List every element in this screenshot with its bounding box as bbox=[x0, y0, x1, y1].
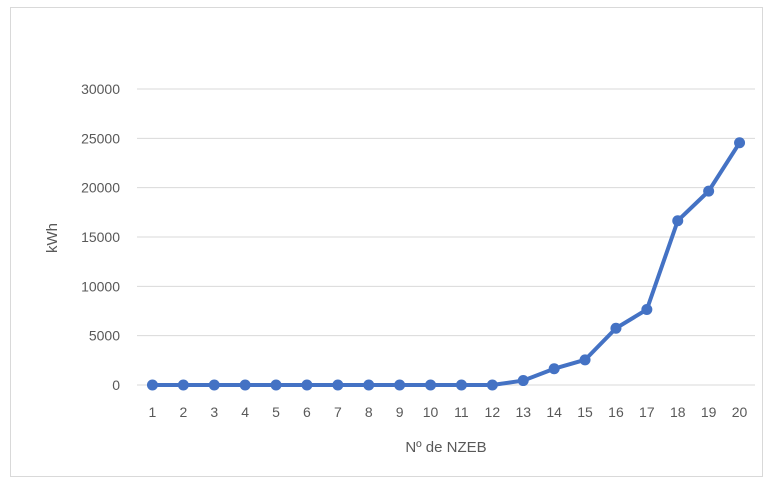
x-tick-label: 13 bbox=[515, 404, 531, 420]
y-axis-tick-labels: 0 5000 10000 15000 20000 25000 30000 bbox=[81, 81, 120, 393]
y-tick-label: 20000 bbox=[81, 180, 120, 196]
data-point bbox=[455, 379, 467, 391]
x-tick-label: 9 bbox=[396, 404, 404, 420]
data-point bbox=[301, 379, 313, 391]
data-point bbox=[734, 137, 746, 149]
data-point bbox=[703, 185, 715, 197]
x-tick-label: 19 bbox=[701, 404, 717, 420]
data-point bbox=[486, 379, 498, 391]
y-tick-label: 10000 bbox=[81, 278, 120, 294]
data-point bbox=[177, 379, 189, 391]
y-tick-label: 30000 bbox=[81, 81, 120, 97]
data-point bbox=[517, 375, 529, 387]
x-tick-label: 6 bbox=[303, 404, 311, 420]
data-point bbox=[239, 379, 251, 391]
data-point bbox=[672, 215, 684, 227]
data-point bbox=[208, 379, 220, 391]
x-tick-label: 17 bbox=[639, 404, 655, 420]
data-point bbox=[332, 379, 344, 391]
data-point bbox=[579, 354, 591, 366]
x-tick-label: 14 bbox=[546, 404, 562, 420]
x-tick-label: 2 bbox=[179, 404, 187, 420]
data-point bbox=[270, 379, 282, 391]
y-tick-label: 0 bbox=[112, 377, 120, 393]
data-point bbox=[425, 379, 437, 391]
data-point bbox=[548, 363, 560, 375]
x-tick-label: 15 bbox=[577, 404, 593, 420]
y-tick-label: 15000 bbox=[81, 229, 120, 245]
x-tick-label: 3 bbox=[210, 404, 218, 420]
x-tick-label: 1 bbox=[149, 404, 157, 420]
y-tick-label: 25000 bbox=[81, 130, 120, 146]
y-axis-title: kWh bbox=[44, 223, 61, 253]
x-tick-label: 7 bbox=[334, 404, 342, 420]
series-layer bbox=[146, 137, 746, 391]
x-tick-label: 10 bbox=[423, 404, 439, 420]
x-tick-label: 16 bbox=[608, 404, 624, 420]
x-tick-label: 20 bbox=[732, 404, 748, 420]
x-tick-label: 8 bbox=[365, 404, 373, 420]
x-tick-label: 12 bbox=[485, 404, 501, 420]
gridlines bbox=[137, 88, 755, 386]
data-point bbox=[641, 304, 653, 316]
data-point bbox=[610, 322, 622, 334]
data-point bbox=[146, 379, 158, 391]
x-tick-label: 4 bbox=[241, 404, 249, 420]
data-point bbox=[363, 379, 375, 391]
data-point bbox=[394, 379, 406, 391]
x-tick-label: 5 bbox=[272, 404, 280, 420]
chart-area bbox=[10, 7, 763, 477]
series-line bbox=[150, 140, 742, 387]
x-axis-title: Nº de NZEB bbox=[405, 439, 486, 456]
y-tick-label: 5000 bbox=[89, 328, 120, 344]
x-tick-label: 11 bbox=[454, 404, 469, 420]
x-tick-label: 18 bbox=[670, 404, 686, 420]
x-axis-tick-labels: 1 2 3 4 5 6 7 8 9 10 11 12 13 14 15 16 17 18 19 20 bbox=[149, 404, 748, 420]
